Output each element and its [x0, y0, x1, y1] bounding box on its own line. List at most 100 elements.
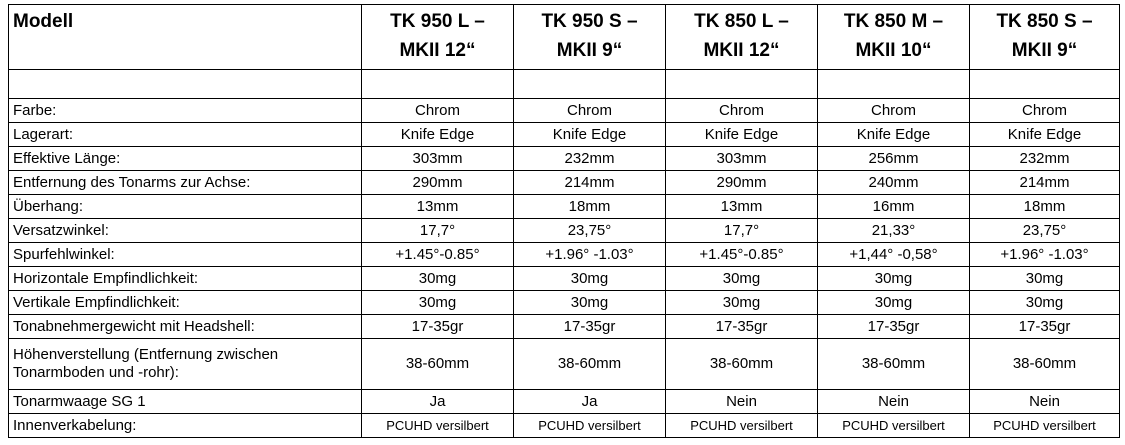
cell-value: Nein	[665, 389, 818, 414]
empty-cell	[665, 69, 818, 99]
cell-value: Chrom	[665, 98, 818, 123]
model-header-line: TK 850 M –	[843, 11, 944, 32]
data-row: Farbe: Chrom Chrom Chrom Chrom Chrom	[8, 98, 1120, 123]
empty-cell	[969, 69, 1120, 99]
cell-value: 17-35gr	[665, 314, 818, 339]
cell-value: 240mm	[817, 170, 970, 195]
cell-value: 303mm	[361, 146, 514, 171]
cell-value: 13mm	[361, 194, 514, 219]
cell-value: Knife Edge	[969, 122, 1120, 147]
cell-value: 17-35gr	[969, 314, 1120, 339]
cell-value: Chrom	[513, 98, 666, 123]
row-label: Versatzwinkel:	[8, 218, 362, 243]
cell-value: 18mm	[969, 194, 1120, 219]
row-label: Innenverkabelung:	[8, 413, 362, 438]
cell-value: 17-35gr	[817, 314, 970, 339]
cell-value: 17,7°	[665, 218, 818, 243]
header-label: Modell	[8, 4, 362, 70]
cell-value: 214mm	[513, 170, 666, 195]
data-row: Lagerart: Knife Edge Knife Edge Knife Edge K…	[8, 122, 1120, 147]
model-header-line: MKII 12“	[399, 40, 476, 61]
cell-value: 17,7°	[361, 218, 514, 243]
cell-value: 30mg	[817, 290, 970, 315]
cell-value: 30mg	[665, 266, 818, 291]
empty-row	[8, 69, 1120, 99]
cell-value: 23,75°	[969, 218, 1120, 243]
data-row: Innenverkabelung: PCUHD versilbert PCUHD v…	[8, 413, 1120, 438]
cell-value: 232mm	[513, 146, 666, 171]
data-row: Horizontale Empfindlichkeit: 30mg 30mg 30mg…	[8, 266, 1120, 291]
cell-value: 16mm	[817, 194, 970, 219]
cell-value: 290mm	[665, 170, 818, 195]
empty-cell	[513, 69, 666, 99]
cell-value: 303mm	[665, 146, 818, 171]
header-row: Modell TK 950 L – MKII 12“ TK 950 S – MKII 9…	[8, 4, 1120, 70]
cell-value: Nein	[817, 389, 970, 414]
cell-value: Knife Edge	[361, 122, 514, 147]
cell-value: 30mg	[361, 290, 514, 315]
cell-value: 21,33°	[817, 218, 970, 243]
model-header: TK 850 L – MKII 12“	[665, 4, 818, 70]
cell-value: Chrom	[969, 98, 1120, 123]
data-row: Versatzwinkel: 17,7° 23,75° 17,7° 21,33° 23,7…	[8, 218, 1120, 243]
cell-value: 30mg	[665, 290, 818, 315]
model-header: TK 950 S – MKII 9“	[513, 4, 666, 70]
cell-value: 38-60mm	[361, 338, 514, 390]
cell-value: 30mg	[513, 266, 666, 291]
cell-value: Knife Edge	[665, 122, 818, 147]
data-row: Entfernung des Tonarms zur Achse: 290mm 21…	[8, 170, 1120, 195]
table-body: Modell TK 950 L – MKII 12“ TK 950 S – MKII 9…	[8, 4, 1120, 438]
data-row: Spurfehlwinkel: +1.45°-0.85° +1.96° -1.03°…	[8, 242, 1120, 267]
cell-value: +1.45°-0.85°	[361, 242, 514, 267]
cell-value: 38-60mm	[969, 338, 1120, 390]
cell-value: +1,44° -0,58°	[817, 242, 970, 267]
row-label: Lagerart:	[8, 122, 362, 147]
cell-value: 30mg	[817, 266, 970, 291]
cell-value: 232mm	[969, 146, 1120, 171]
cell-value: Knife Edge	[513, 122, 666, 147]
cell-value: 13mm	[665, 194, 818, 219]
data-row: Effektive Länge: 303mm 232mm 303mm 256mm 232m…	[8, 146, 1120, 171]
empty-cell	[361, 69, 514, 99]
cell-value: Ja	[513, 389, 666, 414]
cell-value: Knife Edge	[817, 122, 970, 147]
row-label: Entfernung des Tonarms zur Achse:	[8, 170, 362, 195]
model-header-line: MKII 10“	[855, 40, 932, 61]
row-label: Tonabnehmergewicht mit Headshell:	[8, 314, 362, 339]
model-header-line: TK 950 L –	[390, 11, 485, 32]
model-header-line: MKII 9“	[556, 40, 623, 61]
cell-value: 30mg	[513, 290, 666, 315]
cell-value: 38-60mm	[665, 338, 818, 390]
cell-value: 38-60mm	[513, 338, 666, 390]
row-label: Farbe:	[8, 98, 362, 123]
empty-cell	[817, 69, 970, 99]
cell-value: PCUHD versilbert	[513, 413, 666, 438]
row-label: Höhenverstellung (Entfernung zwischen To…	[8, 338, 362, 390]
cell-value: 17-35gr	[361, 314, 514, 339]
empty-cell	[8, 69, 362, 99]
cell-value: Ja	[361, 389, 514, 414]
row-label: Effektive Länge:	[8, 146, 362, 171]
model-header-line: TK 950 S –	[541, 11, 638, 32]
cell-value: PCUHD versilbert	[817, 413, 970, 438]
cell-value: 290mm	[361, 170, 514, 195]
cell-value: 30mg	[361, 266, 514, 291]
cell-value: PCUHD versilbert	[969, 413, 1120, 438]
cell-value: Chrom	[817, 98, 970, 123]
data-row: Tonarmwaage SG 1 Ja Ja Nein Nein Nein	[8, 389, 1120, 414]
data-row: Überhang: 13mm 18mm 13mm 16mm 18mm	[8, 194, 1120, 219]
cell-value: Nein	[969, 389, 1120, 414]
data-row: Tonabnehmergewicht mit Headshell: 17-35gr…	[8, 314, 1120, 339]
row-label: Horizontale Empfindlichkeit:	[8, 266, 362, 291]
cell-value: 214mm	[969, 170, 1120, 195]
cell-value: 38-60mm	[817, 338, 970, 390]
data-row: Höhenverstellung (Entfernung zwischen To…	[8, 338, 1120, 390]
cell-value: 30mg	[969, 290, 1120, 315]
row-label: Überhang:	[8, 194, 362, 219]
spec-table: Modell TK 950 L – MKII 12“ TK 950 S – MKII 9…	[8, 4, 1120, 438]
model-header-line: TK 850 L –	[694, 11, 789, 32]
model-header: TK 850 M – MKII 10“	[817, 4, 970, 70]
cell-value: Chrom	[361, 98, 514, 123]
model-header-line: TK 850 S –	[996, 11, 1093, 32]
